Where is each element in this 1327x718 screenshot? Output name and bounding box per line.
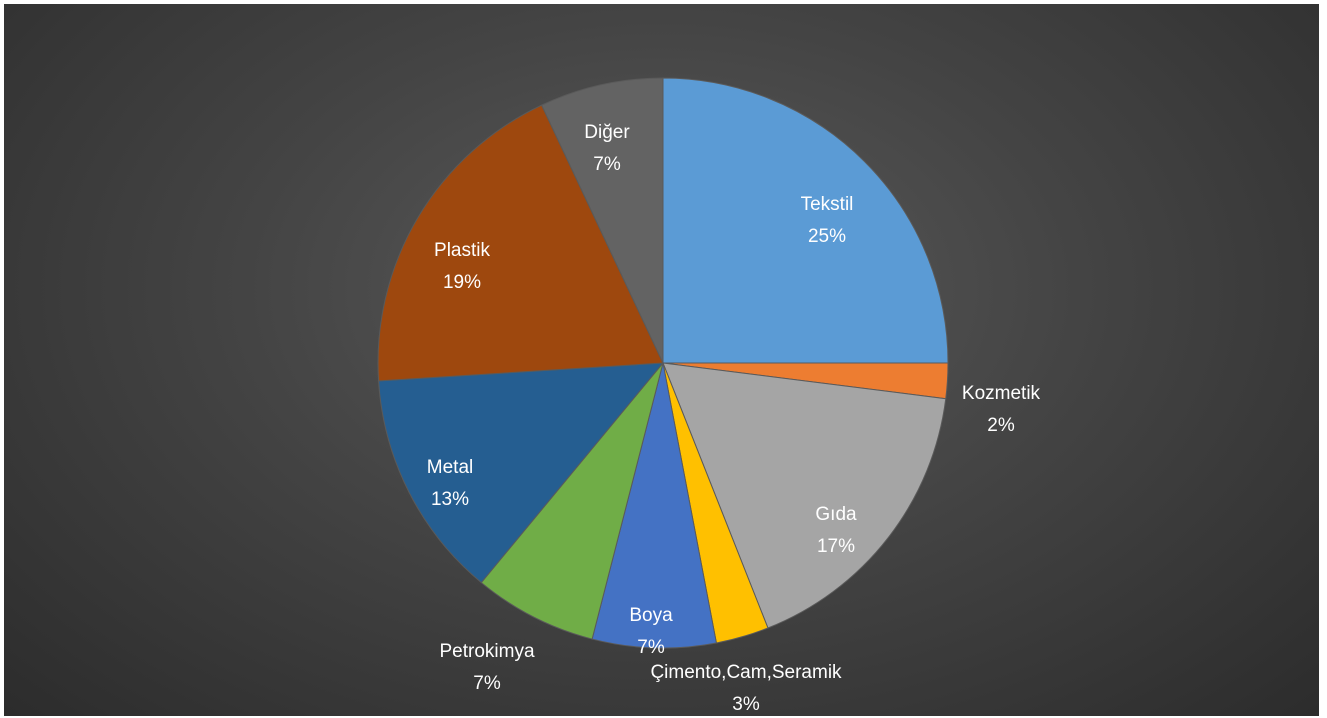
slice-percent-label: 7% [637,637,665,658]
slice-category-label: Kozmetik [962,383,1041,404]
pie-chart: Tekstil 25% Kozmetik 2% Gıda 17% Çimento,Cam,S… [4,4,1319,716]
slice-percent-label: 7% [473,673,501,694]
slice-category-label: Petrokimya [439,641,534,662]
slice-percent-label: 25% [808,226,846,247]
slice-percent-label: 13% [431,489,469,510]
pie-slice-petrokimya [480,362,664,640]
pie-slice-metal [378,362,665,584]
labels-layer: Tekstil 25% Kozmetik 2% Gıda 17% Çimento,Cam,S… [427,122,1041,715]
slice-percent-label: 3% [732,694,760,715]
slice-percent-label: 19% [443,272,481,293]
slice-label-gida: Gıda 17% [815,504,857,557]
slice-label-metal: Metal 13% [427,457,473,510]
pie-slice-tekstil [662,77,949,364]
slice-label-plastik: Plastik 19% [434,240,490,293]
pie-chart-svg: Tekstil 25% Kozmetik 2% Gıda 17% Çimento,Cam,S… [377,77,1041,715]
slice-category-label: Çimento,Cam,Seramik [650,662,842,683]
slice-category-label: Plastik [434,240,490,261]
slice-label-diger: Diğer 7% [584,122,630,175]
slice-label-tekstil: Tekstil 25% [801,194,854,247]
slice-percent-label: 2% [987,415,1015,436]
slice-percent-label: 17% [817,536,855,557]
pie-slice-boya [591,362,717,649]
slice-category-label: Metal [427,457,473,478]
slice-category-label: Tekstil [801,194,854,215]
slice-label-cimento-cam-seramik: Çimento,Cam,Seramik 3% [650,662,842,715]
pie-slice-plastik [377,104,664,382]
slice-label-petrokimya: Petrokimya 7% [439,641,534,694]
slice-label-boya: Boya 7% [629,605,673,658]
pie-slice-diger [540,77,664,364]
slice-label-kozmetik: Kozmetik 2% [962,383,1041,436]
slice-category-label: Diğer [584,122,630,143]
slice-percent-label: 7% [593,154,621,175]
slice-category-label: Boya [629,605,673,626]
pie-slice-gida [662,362,947,629]
slices-layer [377,77,949,649]
slice-category-label: Gıda [815,504,857,525]
